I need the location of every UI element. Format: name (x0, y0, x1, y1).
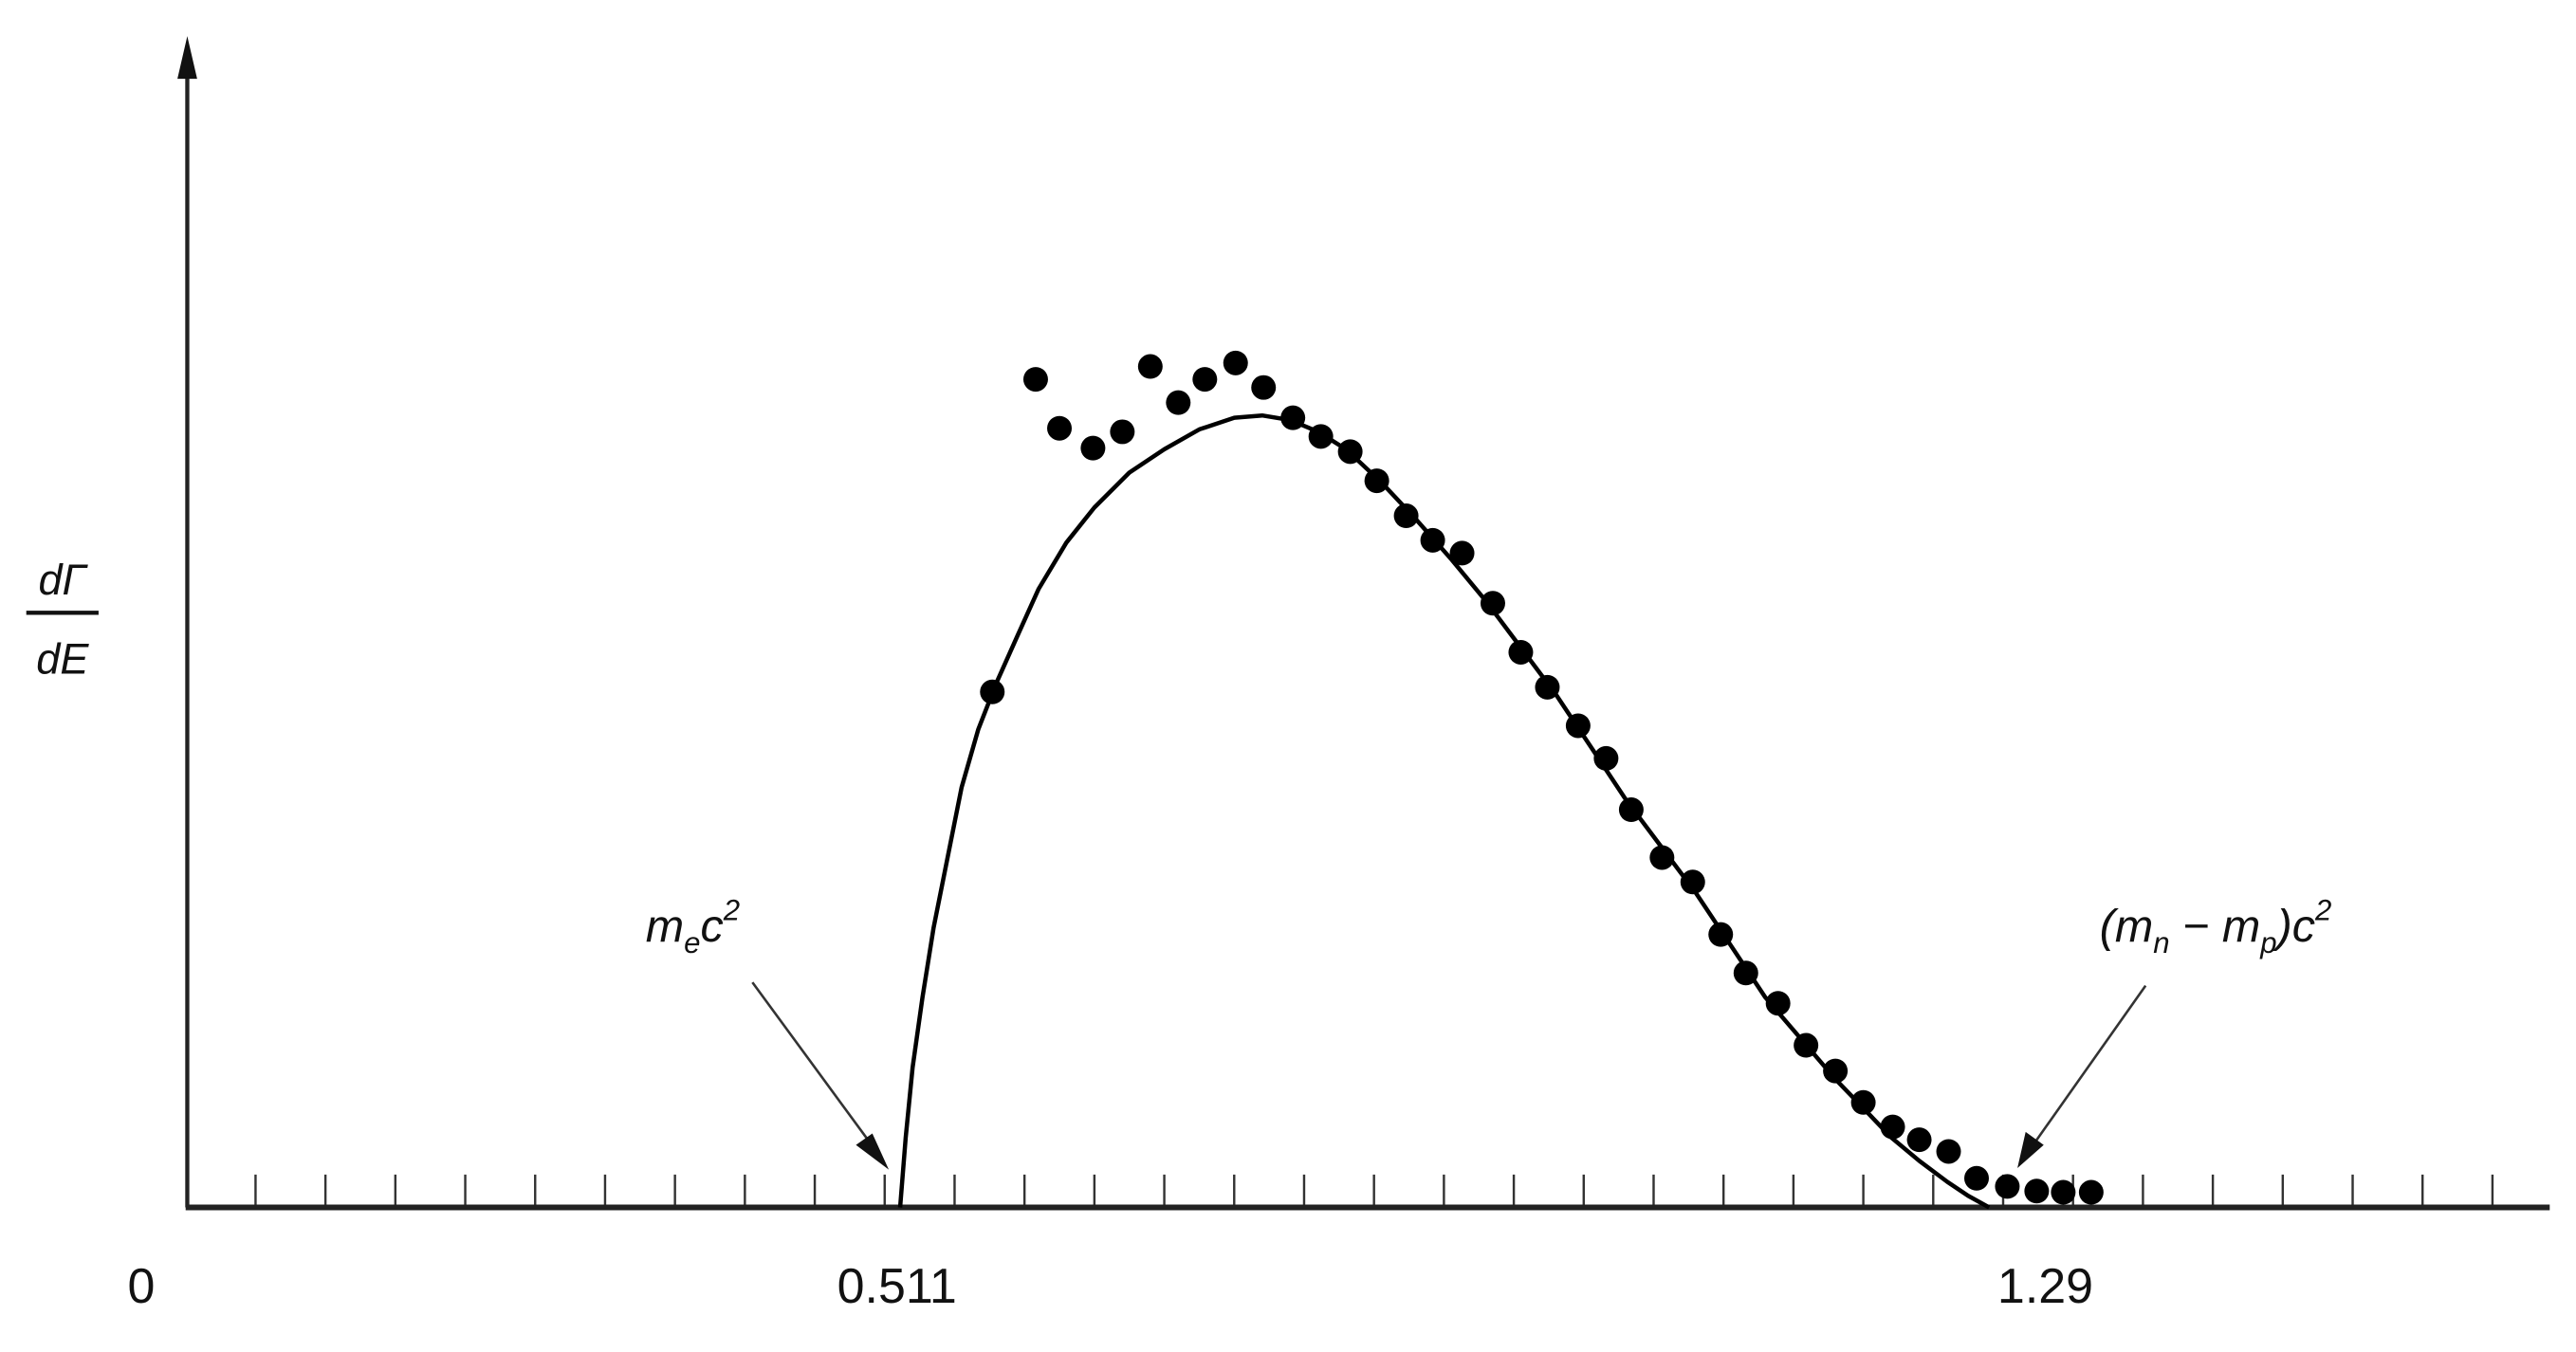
x-tick-label-1.29: 1.29 (1997, 1259, 2093, 1314)
annotation-arrow-line (2026, 984, 2147, 1155)
data-point (1337, 439, 1363, 465)
data-point (2024, 1178, 2050, 1204)
data-point (1565, 713, 1591, 739)
y-axis-arrow-icon (177, 36, 197, 80)
annot-m: m (646, 901, 684, 952)
annot-sub-e: e (684, 926, 700, 959)
data-point (1420, 527, 1445, 553)
data-point (1308, 424, 1334, 449)
annot-minus: − m (2170, 901, 2261, 952)
data-point (1995, 1174, 2020, 1199)
data-point (1022, 367, 1048, 393)
data-point (1618, 797, 1644, 823)
annot-sub-n: n (2153, 926, 2169, 959)
data-point (1906, 1127, 1932, 1153)
data-point (1794, 1032, 1819, 1058)
annot-sub-p: p (2259, 926, 2276, 959)
data-point (2051, 1179, 2076, 1205)
data-point (980, 679, 1005, 704)
data-point (1192, 367, 1218, 393)
data-point (1765, 991, 1791, 1016)
data-point (1364, 468, 1389, 494)
svg-text:mec2: mec2 (646, 893, 740, 959)
data-point (1708, 922, 1734, 947)
data-point (1047, 415, 1073, 441)
data-point (1880, 1114, 1905, 1140)
annotation-electron-mass: mec2 (646, 893, 890, 1170)
y-axis-label: dΓ dE (26, 556, 99, 683)
data-point (1593, 745, 1619, 771)
x-tick-label-0: 0 (128, 1259, 156, 1314)
annotation-arrow-line (751, 981, 880, 1156)
data-point (1166, 390, 1191, 415)
annot-sup-2: 2 (2314, 893, 2331, 926)
annotation-arrowhead-icon (856, 1133, 890, 1170)
theory-curve (897, 412, 1991, 1210)
data-point (1080, 435, 1106, 461)
y-label-numerator: dΓ (38, 556, 88, 604)
data-point (1508, 639, 1534, 665)
annotation-mass-difference: (mn − mp)c2 (2017, 893, 2331, 1168)
annot-sup-2: 2 (723, 893, 740, 926)
data-point (1850, 1089, 1876, 1115)
x-tick-label-0.511: 0.511 (837, 1259, 957, 1314)
data-point (1680, 869, 1705, 895)
data-point (1535, 674, 1560, 700)
data-point (1936, 1139, 1961, 1164)
data-point (1137, 354, 1163, 379)
data-point (1223, 350, 1248, 375)
y-label-denominator: dE (36, 634, 89, 683)
data-point (1480, 591, 1505, 616)
annot-open: (m (2100, 901, 2154, 952)
data-point (1251, 375, 1277, 400)
svg-text:(mn − mp)c2: (mn − mp)c2 (2100, 893, 2332, 959)
data-point (1823, 1058, 1849, 1084)
data-point (1733, 960, 1758, 986)
data-point (1280, 405, 1306, 430)
annot-close: )c (2272, 901, 2315, 952)
data-point (1393, 503, 1419, 529)
data-point (1110, 419, 1135, 445)
data-point (1964, 1165, 1989, 1191)
x-axis-ticks (254, 1174, 2494, 1208)
series-layer (897, 350, 2104, 1210)
data-point (1449, 540, 1475, 566)
annot-c: c (700, 901, 723, 952)
annotation-arrowhead-icon (2017, 1131, 2044, 1168)
data-point (1649, 845, 1675, 870)
data-point (2078, 1179, 2104, 1205)
